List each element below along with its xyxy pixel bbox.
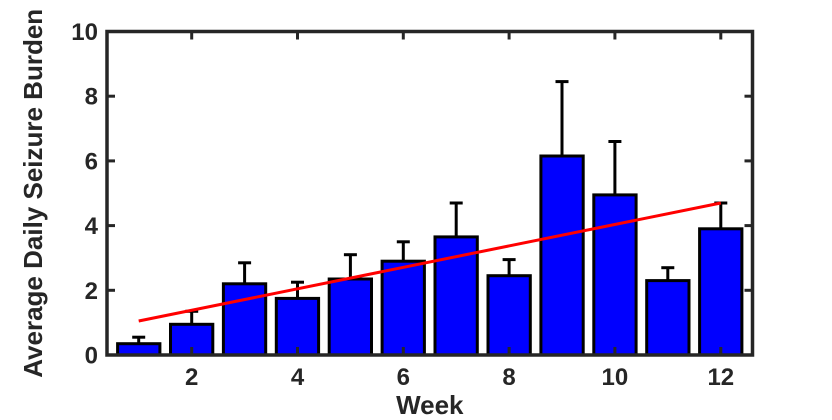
tick-labels-layer: 2 4 6 8 10 12 0 2 4 6 8 10	[71, 19, 734, 391]
y-tick-label-10: 10	[71, 19, 98, 46]
x-tick-label-4: 4	[291, 364, 305, 391]
error-bar-week-2	[185, 309, 199, 325]
error-bar-week-5	[343, 253, 357, 279]
axis-box	[105, 29, 755, 357]
y-tick-label-8: 8	[85, 84, 98, 111]
error-bar-week-6	[396, 240, 410, 262]
error-bar-week-8	[502, 258, 516, 276]
trend-line	[138, 201, 722, 323]
x-tick-label-2: 2	[185, 364, 198, 391]
axes-layer	[105, 29, 755, 357]
y-axis-label: Average Daily Seizure Burden	[18, 9, 48, 378]
x-tick-label-12: 12	[707, 364, 734, 391]
y-tick-label-2: 2	[85, 278, 98, 305]
bar-week-12	[698, 227, 744, 357]
y-tick-label-0: 0	[85, 343, 98, 370]
bar-week-4	[274, 296, 321, 357]
x-axis-label: Week	[396, 390, 464, 420]
bar-week-11	[645, 279, 691, 357]
error-bar-week-12	[714, 201, 728, 229]
bar-week-9	[539, 154, 585, 357]
bar-week-10	[592, 193, 638, 357]
error-bar-week-1	[132, 335, 146, 344]
y-tick-label-4: 4	[85, 213, 99, 240]
bars-layer	[116, 154, 744, 357]
x-tick-label-8: 8	[502, 364, 515, 391]
y-tick-label-6: 6	[85, 148, 98, 175]
x-tick-label-6: 6	[397, 364, 410, 391]
error-bar-week-10	[608, 140, 622, 195]
x-tick-label-10: 10	[602, 364, 629, 391]
bar-week-5	[327, 277, 374, 357]
bar-week-3	[221, 282, 268, 357]
error-bar-week-11	[661, 266, 675, 281]
error-bar-week-3	[238, 261, 252, 284]
error-bar-week-9	[555, 80, 569, 156]
bar-week-8	[486, 274, 532, 357]
bar-week-6	[380, 259, 426, 357]
error-bar-week-7	[449, 201, 463, 237]
